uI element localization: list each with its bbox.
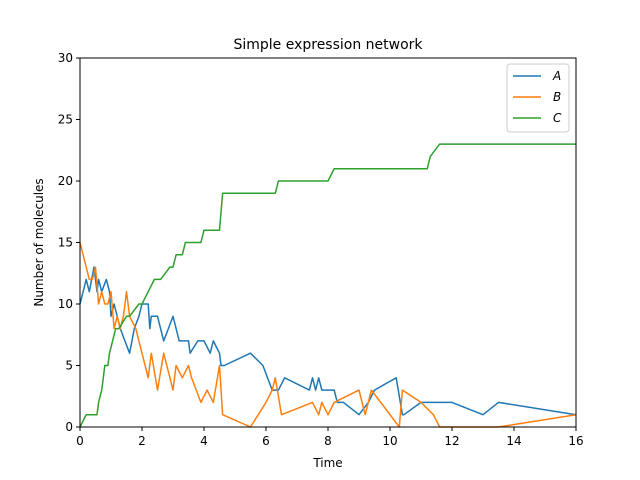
x-tick-label: 8: [324, 434, 332, 448]
legend-label-c: C: [553, 111, 562, 125]
x-tick-label: 16: [568, 434, 583, 448]
x-tick-label: 4: [200, 434, 208, 448]
y-axis-label: Number of molecules: [32, 178, 46, 306]
legend-label-a: A: [552, 69, 561, 83]
x-tick-label: 12: [444, 434, 459, 448]
x-axis: 0 2 4 6 8 10 12 14 16: [76, 427, 584, 448]
legend-label-b: B: [553, 90, 561, 104]
plot-lines: [79, 143, 577, 428]
x-tick-label: 2: [138, 434, 146, 448]
x-tick-label: 14: [506, 434, 521, 448]
y-tick-label: 20: [58, 174, 73, 188]
x-axis-label: Time: [312, 456, 342, 470]
legend-box: [506, 63, 570, 133]
y-tick-label: 25: [58, 113, 73, 127]
y-tick-label: 30: [58, 51, 73, 65]
legend: ABC: [506, 63, 570, 133]
y-tick-label: 0: [65, 420, 73, 434]
y-tick-label: 5: [65, 359, 73, 373]
y-axis: 0 5 10 15 20 25 30: [58, 51, 80, 434]
x-tick-label: 10: [382, 434, 397, 448]
series-line-c: [79, 143, 576, 428]
y-tick-label: 15: [58, 236, 73, 250]
series-line-b: [79, 242, 577, 428]
x-tick-label: 6: [262, 434, 270, 448]
y-tick-label: 10: [58, 297, 73, 311]
x-tick-label: 0: [76, 434, 84, 448]
chart-title: Simple expression network: [233, 37, 423, 53]
